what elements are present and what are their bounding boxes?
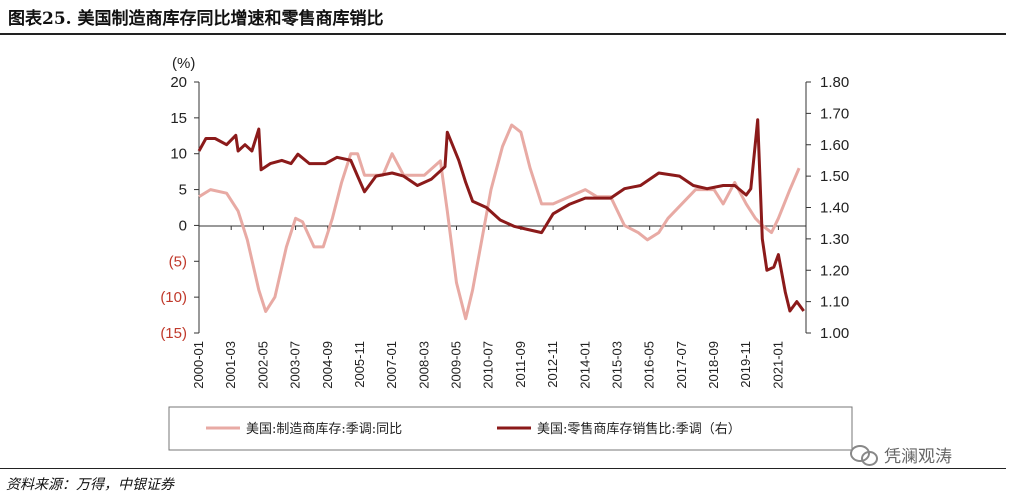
x-tick-label: 2009-05 <box>449 341 464 389</box>
left-tick-label: (15) <box>160 325 187 342</box>
left-tick-label: (10) <box>160 289 187 306</box>
x-tick-label: 2015-03 <box>609 341 624 389</box>
x-tick-label: 2011-09 <box>513 341 528 388</box>
x-tick-label: 2014-01 <box>577 341 592 389</box>
x-tick-label: 2010-07 <box>481 341 496 389</box>
right-tick-label: 1.20 <box>820 262 849 279</box>
right-tick-label: 1.50 <box>820 168 849 185</box>
x-tick-label: 2004-09 <box>320 341 335 389</box>
left-tick-label: (5) <box>169 253 187 270</box>
legend-label-1: 美国:制造商库存:季调:同比 <box>246 421 402 437</box>
right-tick-label: 1.10 <box>820 294 849 311</box>
legend-label-2: 美国:零售商库存销售比:季调（右） <box>537 421 741 437</box>
x-tick-label: 2007-01 <box>384 341 399 389</box>
chart-axes <box>198 82 807 333</box>
x-tick-label: 2003-07 <box>288 341 303 389</box>
left-tick-label: 10 <box>170 146 187 163</box>
chart-title: 图表25. 美国制造商库存同比增速和零售商库销比 <box>8 9 384 29</box>
x-tick-label: 2002-05 <box>255 341 270 389</box>
x-tick-label: 2008-03 <box>416 341 431 389</box>
right-tick-label: 1.40 <box>820 200 849 217</box>
series-lines <box>197 118 805 321</box>
right-tick-label: 1.30 <box>820 231 849 248</box>
watermark-text: 凭澜观涛 <box>884 447 952 467</box>
x-tick-label: 2012-11 <box>545 341 560 388</box>
legend: 美国:制造商库存:季调:同比 美国:零售商库存销售比:季调（右） <box>168 406 853 451</box>
x-tick-label: 2016-05 <box>642 341 657 389</box>
right-tick-label: 1.60 <box>820 137 849 154</box>
bottom-rule <box>0 468 1006 469</box>
left-axis-ticks: 20 15 10 5 0 (5) (10) (15) <box>160 74 199 342</box>
right-tick-label: 1.80 <box>820 74 849 91</box>
x-tick-label: 2021-01 <box>770 341 785 389</box>
x-tick-label: 2005-11 <box>352 341 367 388</box>
right-tick-label: 1.00 <box>820 325 849 342</box>
left-tick-label: 15 <box>170 110 187 127</box>
wechat-icon <box>850 444 878 466</box>
top-rule <box>0 33 1006 35</box>
series-line-1 <box>198 123 801 321</box>
x-tick-label: 2018-09 <box>706 341 721 389</box>
x-tick-label: 2019-11 <box>738 341 753 388</box>
series-line-2 <box>197 118 805 313</box>
right-axis-ticks: 1.80 1.70 1.60 1.50 1.40 1.30 1.20 1.10 1.00 <box>806 74 849 342</box>
chart: (%) 20 15 10 5 0 (5) (10) (15) 1.80 1.70 1.60 1.50… <box>160 55 853 451</box>
x-tick-label: 2017-07 <box>674 341 689 389</box>
left-tick-label: 0 <box>179 217 187 234</box>
left-tick-label: 5 <box>179 182 187 199</box>
right-tick-label: 1.70 <box>820 105 849 122</box>
x-tick-label: 2000-01 <box>191 341 206 389</box>
x-axis-ticks: 2000-01 2001-03 2002-05 2003-07 2004-09 2005-… <box>191 226 785 389</box>
x-tick-label: 2001-03 <box>223 341 238 389</box>
source-note: 资料来源：万得，中银证券 <box>6 477 174 493</box>
left-tick-label: 20 <box>170 74 187 91</box>
watermark: 凭澜观涛 <box>850 442 952 467</box>
left-axis-unit-label: (%) <box>172 55 195 72</box>
